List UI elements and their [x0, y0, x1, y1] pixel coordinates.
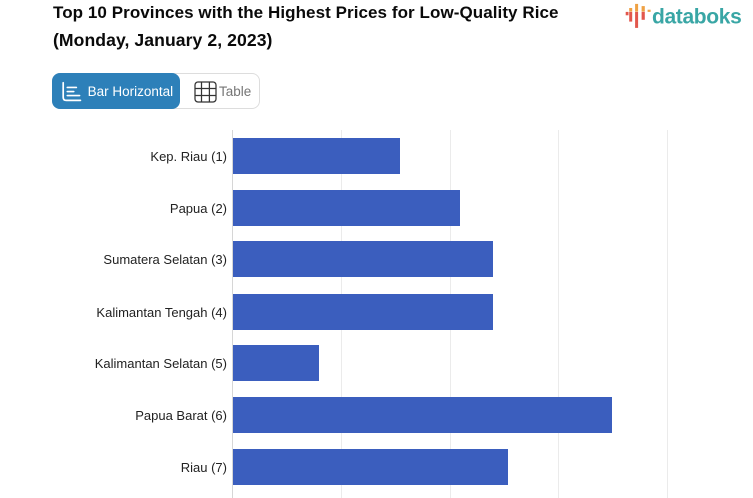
svg-text:databoks: databoks: [652, 5, 741, 28]
